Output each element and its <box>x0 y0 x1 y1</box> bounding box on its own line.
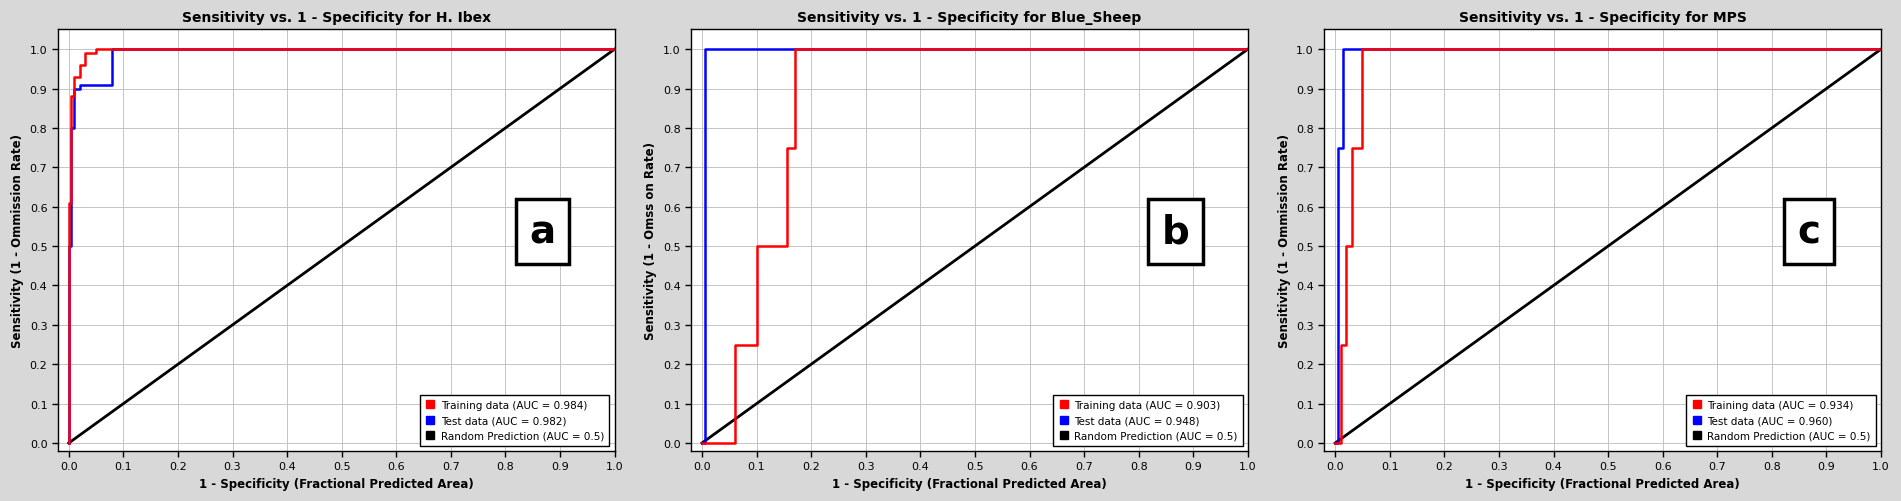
X-axis label: 1 - Specificity (Fractional Predicted Area): 1 - Specificity (Fractional Predicted Ar… <box>833 477 1106 490</box>
Legend: Training data (AUC = 0.934), Test data (AUC = 0.960), Random Prediction (AUC = 0: Training data (AUC = 0.934), Test data (… <box>1686 395 1876 446</box>
X-axis label: 1 - Specificity (Fractional Predicted Area): 1 - Specificity (Fractional Predicted Ar… <box>200 477 473 490</box>
Title: Sensitivity vs. 1 - Specificity for H. Ibex: Sensitivity vs. 1 - Specificity for H. I… <box>182 11 490 25</box>
Y-axis label: Sensitivity (1 - Ommission Rate): Sensitivity (1 - Ommission Rate) <box>1277 134 1291 348</box>
Y-axis label: Sensitivity (1 - Ommission Rate): Sensitivity (1 - Ommission Rate) <box>11 134 25 348</box>
Legend: Training data (AUC = 0.903), Test data (AUC = 0.948), Random Prediction (AUC = 0: Training data (AUC = 0.903), Test data (… <box>1053 395 1243 446</box>
Title: Sensitivity vs. 1 - Specificity for MPS: Sensitivity vs. 1 - Specificity for MPS <box>1458 11 1747 25</box>
Y-axis label: Sensitivity (1 - Omss on Rate): Sensitivity (1 - Omss on Rate) <box>644 142 658 340</box>
Text: b: b <box>1162 213 1190 251</box>
Text: c: c <box>1796 213 1819 251</box>
Legend: Training data (AUC = 0.984), Test data (AUC = 0.982), Random Prediction (AUC = 0: Training data (AUC = 0.984), Test data (… <box>420 395 610 446</box>
Title: Sensitivity vs. 1 - Specificity for Blue_Sheep: Sensitivity vs. 1 - Specificity for Blue… <box>797 11 1143 25</box>
X-axis label: 1 - Specificity (Fractional Predicted Area): 1 - Specificity (Fractional Predicted Ar… <box>1466 477 1739 490</box>
Text: a: a <box>528 213 555 251</box>
